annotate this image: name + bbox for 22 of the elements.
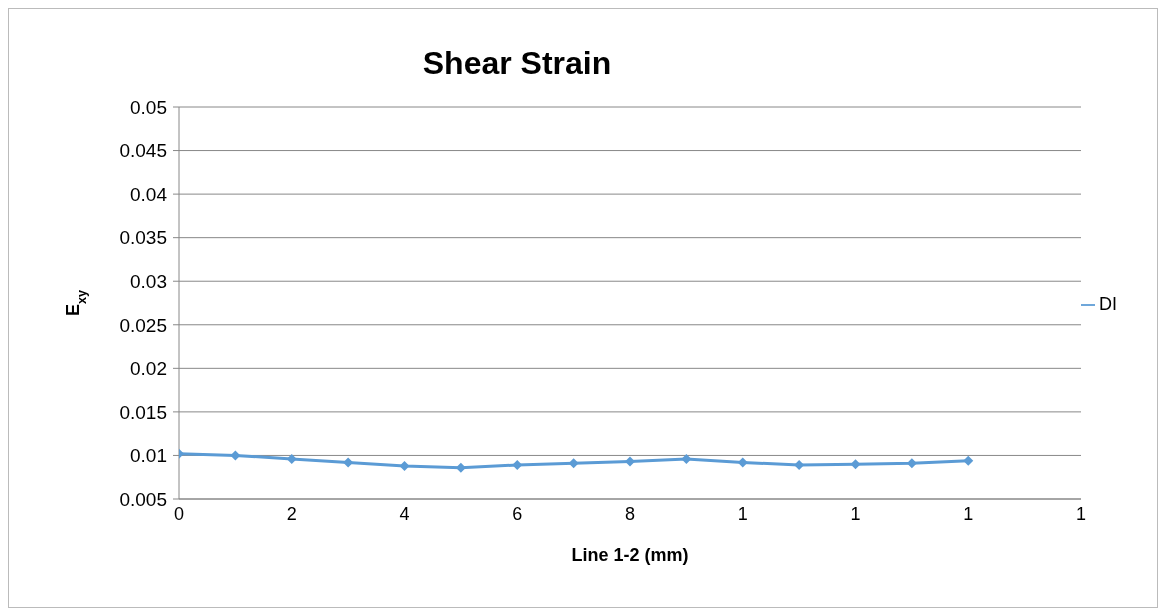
x-tick-label: 8 — [624, 503, 636, 524]
x-tick-label: 1 — [963, 503, 974, 524]
legend-label: DI — [1099, 293, 1117, 314]
y-tick-label: 0.04 — [130, 183, 168, 205]
x-tick-label: 1 — [850, 503, 861, 524]
x-axis-title: Line 1-2 (mm) — [571, 545, 689, 565]
x-tick-label: 6 — [512, 503, 523, 524]
y-tick-label: 0.015 — [119, 401, 167, 423]
x-tick-label: 1 — [737, 503, 748, 524]
y-tick-label: 0.05 — [130, 96, 167, 118]
chart-title: Shear Strain — [421, 45, 613, 82]
y-tick-label: 0.025 — [119, 314, 167, 336]
y-tick-label: 0.035 — [119, 227, 167, 249]
y-tick-label: 0.02 — [130, 358, 167, 380]
y-tick-label: 0.045 — [119, 140, 167, 162]
x-tick-label: 0 — [173, 503, 185, 524]
x-tick-label: 1 — [1075, 503, 1087, 524]
x-tick-label: 2 — [286, 503, 297, 524]
y-tick-label: 0.01 — [130, 445, 167, 467]
y-tick-label: 0.005 — [119, 488, 167, 510]
x-tick-label: 4 — [399, 503, 410, 524]
y-tick-label: 0.03 — [130, 270, 167, 292]
